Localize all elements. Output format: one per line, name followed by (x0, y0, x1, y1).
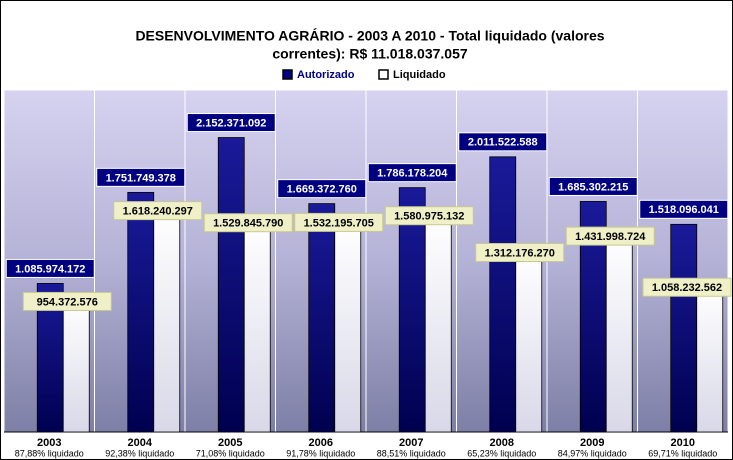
bar (127, 191, 155, 433)
value-label: 1.669.372.760 (287, 184, 357, 196)
x-tick-label: 2006 (309, 437, 333, 449)
value-label-box (475, 242, 565, 262)
value-label-box (277, 179, 367, 199)
x-tick-sublabel: 69,71% liquidado (648, 448, 717, 458)
value-label-box (565, 226, 655, 246)
x-tick-label: 2009 (580, 437, 604, 449)
legend-swatch (378, 69, 389, 80)
x-tick-sublabel: 87,88% liquidado (15, 448, 84, 458)
value-label: 2.152.371.092 (196, 117, 266, 129)
value-label-box (642, 277, 732, 297)
bar (696, 286, 724, 433)
bar (398, 187, 426, 433)
value-label: 1.431.998.724 (575, 231, 646, 243)
x-tick-label: 2003 (37, 437, 61, 449)
legend-label: Autorizado (297, 69, 355, 81)
bar (605, 235, 633, 433)
value-label: 954.372.576 (37, 296, 98, 308)
value-label-box (384, 206, 474, 226)
chart-title: correntes): R$ 11.018.037.057 (272, 46, 468, 62)
x-tick-sublabel: 92,38% liquidado (105, 448, 174, 458)
value-label-box (203, 213, 293, 233)
value-label-box (294, 212, 384, 232)
value-label-box (458, 132, 548, 152)
bar (153, 210, 181, 433)
legend-label: Liquidado (393, 69, 446, 81)
value-label-box (367, 163, 457, 183)
bar (217, 137, 245, 433)
value-label-box (639, 199, 729, 219)
value-label: 1.518.096.041 (649, 204, 719, 216)
value-label: 1.085.974.172 (15, 263, 85, 275)
x-tick-sublabel: 84,97% liquidado (558, 448, 627, 458)
x-tick-label: 2007 (399, 437, 423, 449)
x-tick-sublabel: 71,08% liquidado (196, 448, 265, 458)
value-label: 1.532.195.705 (304, 217, 374, 229)
value-label: 1.580.975.132 (394, 211, 464, 223)
value-label: 1.529.845.790 (213, 218, 283, 230)
value-label: 2.011.522.588 (468, 137, 538, 149)
bar (670, 223, 698, 433)
chart-title: DESENVOLVIMENTO AGRÁRIO - 2003 A 2010 - … (135, 28, 604, 44)
value-label: 1.058.232.562 (652, 282, 722, 294)
value-label: 1.786.178.204 (377, 168, 448, 180)
legend-swatch (282, 69, 293, 80)
value-label-box (5, 258, 95, 278)
bar (243, 222, 271, 433)
bar (62, 301, 90, 433)
value-label-box (113, 201, 203, 221)
value-label: 1.751.749.378 (106, 172, 176, 184)
x-tick-sublabel: 91,78% liquidado (286, 448, 355, 458)
value-label: 1.618.240.297 (123, 206, 193, 218)
value-label-box (96, 167, 186, 187)
bar (334, 221, 362, 433)
x-tick-sublabel: 65,23% liquidado (467, 448, 536, 458)
value-label: 1.685.302.215 (558, 181, 628, 193)
x-tick-label: 2008 (490, 437, 514, 449)
bar (424, 215, 452, 433)
bar (308, 203, 336, 433)
x-tick-label: 2004 (128, 437, 153, 449)
x-tick-label: 2005 (218, 437, 242, 449)
value-label: 1.312.176.270 (485, 247, 555, 259)
bar (489, 156, 517, 433)
value-label-box (22, 291, 112, 311)
value-label-box (186, 113, 276, 133)
x-tick-label: 2010 (671, 437, 695, 449)
value-label-box (548, 176, 638, 196)
bar (515, 252, 543, 433)
x-tick-sublabel: 88,51% liquidado (377, 448, 446, 458)
